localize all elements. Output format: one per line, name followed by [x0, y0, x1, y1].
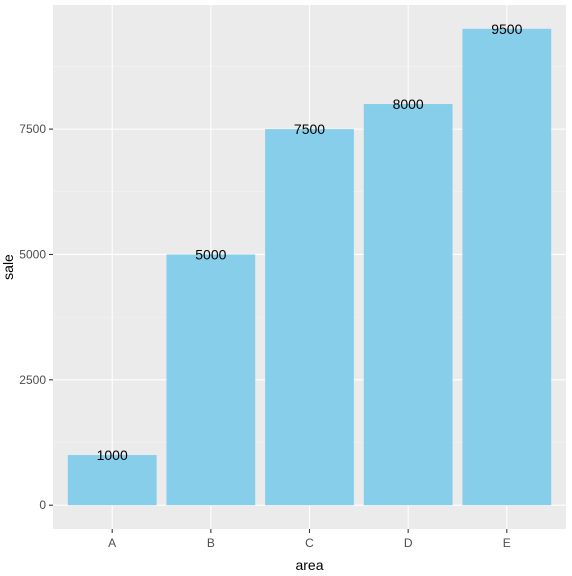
y-tick-label: 7500	[19, 122, 46, 136]
data-label-B: 5000	[195, 246, 226, 262]
data-label-D: 8000	[393, 96, 424, 112]
bar-E	[462, 28, 552, 506]
x-axis-title: area	[295, 557, 323, 573]
x-tick-label-D: D	[404, 536, 413, 550]
y-tick-label: 5000	[19, 247, 46, 261]
x-tick-label-A: A	[108, 536, 116, 550]
bar-A	[67, 455, 157, 506]
bar-D	[363, 104, 453, 506]
x-tick-label-E: E	[503, 536, 511, 550]
data-label-E: 9500	[491, 21, 522, 37]
y-tick-label: 0	[39, 498, 46, 512]
x-axis: A B C D E	[108, 529, 511, 550]
y-axis-title: sale	[0, 254, 16, 280]
bars-layer	[67, 28, 552, 506]
data-labels-layer: 1000 5000 7500 8000 9500	[97, 21, 523, 463]
bar-B	[166, 254, 256, 506]
x-tick-label-C: C	[305, 536, 314, 550]
data-label-C: 7500	[294, 121, 325, 137]
data-label-A: 1000	[97, 447, 128, 463]
y-axis: 0 2500 5000 7500	[19, 122, 53, 512]
bar-C	[265, 129, 354, 506]
x-tick-label-B: B	[207, 536, 215, 550]
y-tick-label: 2500	[19, 373, 46, 387]
